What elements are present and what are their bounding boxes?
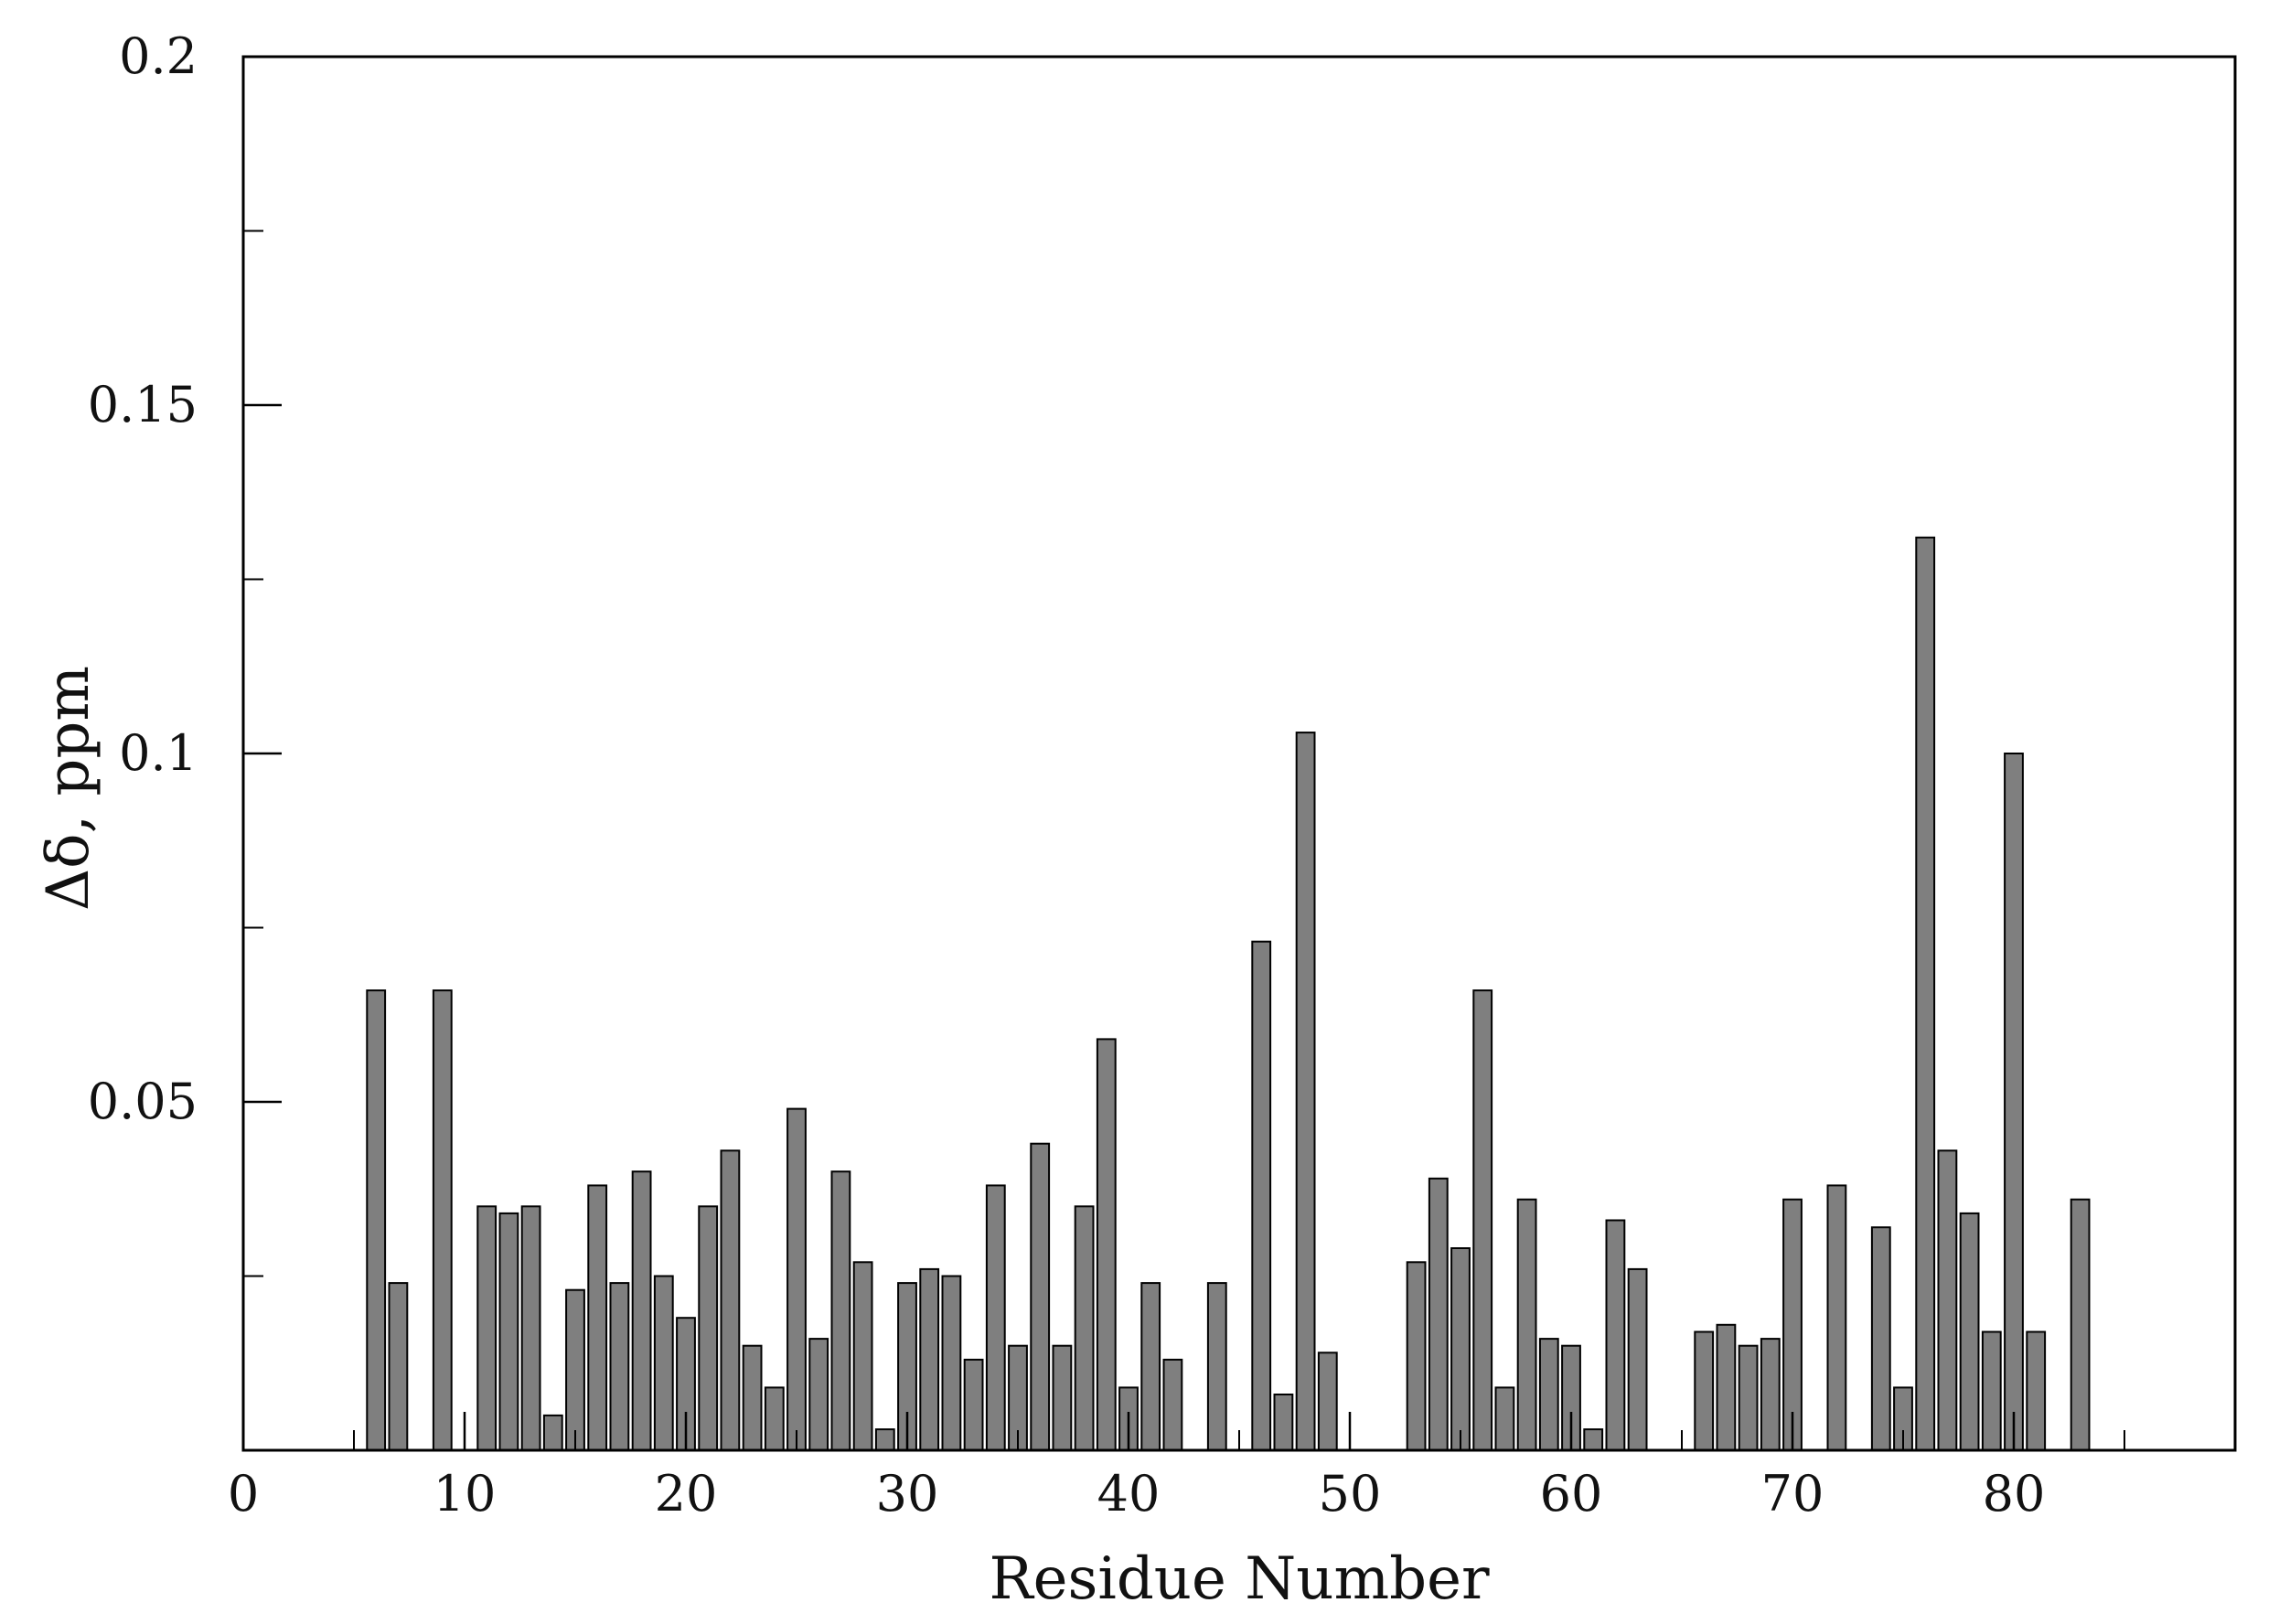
y-tick-label-0.05: 0.05	[88, 1073, 198, 1130]
x-tick-label-20: 20	[655, 1465, 718, 1522]
bar-residue-46	[1251, 940, 1272, 1451]
bar-residue-14	[542, 1414, 563, 1452]
y-tick-label-0.1: 0.1	[119, 724, 198, 782]
bar-residue-7	[388, 1282, 409, 1451]
bar-residue-37	[1052, 1344, 1073, 1451]
x-tick-label-10: 10	[433, 1465, 497, 1522]
bar-residue-48	[1295, 732, 1316, 1451]
bar-residue-6	[366, 989, 387, 1451]
bar-residue-41	[1140, 1282, 1161, 1451]
bar-residue-28	[852, 1261, 873, 1452]
bar-residue-39	[1096, 1038, 1117, 1452]
bar-residue-72	[1826, 1184, 1847, 1452]
bar-residue-69	[1760, 1338, 1781, 1451]
plot-frame	[241, 55, 2237, 1452]
bar-residue-33	[963, 1358, 984, 1452]
bar-residue-78	[1959, 1212, 1980, 1452]
bar-residue-74	[1870, 1226, 1891, 1451]
bars-group	[366, 536, 2091, 1452]
bar-residue-27	[830, 1170, 851, 1451]
bar-residue-15	[565, 1288, 585, 1451]
bar-residue-76	[1915, 536, 1936, 1451]
bar-residue-53	[1406, 1261, 1427, 1452]
bar-residue-83	[2070, 1198, 2091, 1451]
bar-residue-49	[1317, 1352, 1338, 1452]
bar-residue-44	[1206, 1282, 1227, 1451]
x-tick-label-60: 60	[1540, 1465, 1603, 1522]
bar-residue-36	[1030, 1142, 1051, 1451]
bar-residue-38	[1074, 1205, 1095, 1452]
bar-residue-12	[498, 1212, 519, 1452]
x-axis-title: Residue Number	[989, 1545, 1490, 1613]
bar-residue-42	[1162, 1358, 1183, 1452]
y-tick-label-0.2: 0.2	[119, 27, 198, 85]
bar-residue-77	[1937, 1149, 1958, 1452]
bar-residue-24	[764, 1386, 785, 1452]
bar-residue-21	[698, 1205, 719, 1452]
bar-residue-66	[1694, 1330, 1715, 1451]
bar-residue-34	[985, 1184, 1006, 1452]
bar-residue-18	[631, 1170, 652, 1451]
bar-residue-47	[1273, 1394, 1294, 1451]
bar-residue-58	[1516, 1198, 1537, 1451]
bar-residue-57	[1494, 1386, 1515, 1452]
bar-residue-68	[1738, 1344, 1759, 1451]
x-tick-label-40: 40	[1097, 1465, 1161, 1522]
bar-residue-54	[1428, 1177, 1449, 1452]
bar-residue-56	[1472, 989, 1493, 1451]
bar-residue-26	[808, 1338, 829, 1451]
x-tick-label-30: 30	[876, 1465, 939, 1522]
bar-residue-11	[476, 1205, 498, 1452]
bar-residue-62	[1605, 1219, 1626, 1451]
bar-residue-32	[941, 1275, 962, 1451]
bar-residue-13	[520, 1205, 541, 1452]
bar-residue-31	[919, 1267, 940, 1452]
bar-residue-59	[1538, 1338, 1559, 1451]
y-axis-title: Δδ, ppm	[35, 666, 102, 911]
x-tick-label-0: 0	[228, 1465, 259, 1522]
bar-residue-79	[1981, 1330, 2002, 1451]
bar-residue-55	[1450, 1247, 1471, 1451]
bar-residue-80	[2004, 753, 2024, 1451]
x-axis-ticks: 0 10 20 30 40 50 60 70 80	[228, 1412, 2125, 1522]
bar-residue-29	[874, 1428, 895, 1451]
y-axis-ticks: 0.05 0.1 0.15 0.2	[88, 27, 282, 1277]
bar-residue-67	[1716, 1323, 1737, 1452]
bar-residue-19	[653, 1275, 674, 1451]
bar-residue-25	[786, 1107, 807, 1451]
bar-residue-23	[742, 1344, 763, 1451]
bar-residue-63	[1627, 1267, 1648, 1452]
bar-residue-9	[432, 989, 453, 1451]
bar-residue-81	[2026, 1330, 2047, 1451]
y-tick-label-0.15: 0.15	[88, 376, 198, 433]
x-tick-label-70: 70	[1761, 1465, 1824, 1522]
bar-residue-61	[1583, 1428, 1604, 1451]
bar-residue-16	[587, 1184, 608, 1452]
x-tick-label-80: 80	[1983, 1465, 2046, 1522]
x-tick-label-50: 50	[1319, 1465, 1382, 1522]
bar-residue-22	[720, 1149, 741, 1452]
bar-residue-17	[609, 1282, 630, 1451]
